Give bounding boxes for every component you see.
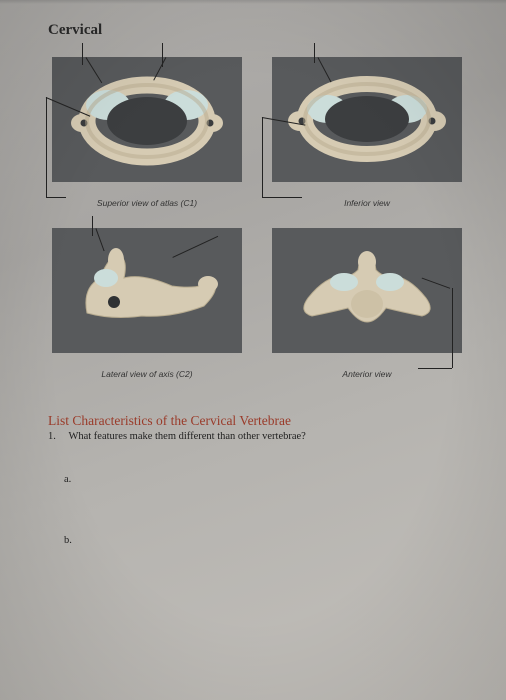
page-title: Cervical bbox=[48, 22, 466, 39]
bone-atlas-inferior-icon bbox=[272, 57, 462, 182]
figure-caption: Inferior view bbox=[344, 198, 390, 208]
top-shadow bbox=[0, 0, 506, 4]
figure-panel bbox=[272, 228, 462, 353]
question-text: What features make them different than o… bbox=[68, 431, 305, 442]
answer-a-label: a. bbox=[64, 474, 466, 485]
question-line: 1. What features make them different tha… bbox=[48, 431, 466, 442]
figure-top-left: Superior view of atlas (C1) bbox=[48, 57, 246, 220]
bone-axis-anterior-icon bbox=[272, 228, 462, 353]
leader-line bbox=[262, 117, 263, 197]
section-heading: List Characteristics of the Cervical Ver… bbox=[48, 413, 466, 429]
figure-caption: Anterior view bbox=[342, 369, 391, 379]
figure-panel bbox=[52, 57, 242, 182]
figure-grid: Superior view of atlas (C1) bbox=[48, 57, 466, 391]
figure-caption: Superior view of atlas (C1) bbox=[97, 198, 197, 208]
figure-caption: Lateral view of axis (C2) bbox=[101, 369, 192, 379]
leader-line bbox=[46, 97, 47, 197]
figure-bottom-left: Lateral view of axis (C2) bbox=[48, 228, 246, 391]
leader-line bbox=[92, 216, 93, 236]
worksheet-page: Cervical bbox=[0, 0, 506, 700]
leader-line bbox=[314, 43, 315, 63]
leader-line bbox=[262, 197, 302, 198]
leader-line bbox=[46, 197, 66, 198]
answer-b-label: b. bbox=[64, 535, 466, 546]
figure-top-right: Inferior view bbox=[268, 57, 466, 220]
bone-axis-lateral-icon bbox=[52, 228, 242, 353]
leader-line bbox=[418, 368, 452, 369]
figure-panel bbox=[52, 228, 242, 353]
leader-line bbox=[82, 43, 83, 65]
question-number: 1. bbox=[48, 431, 66, 442]
figure-bottom-right: Anterior view bbox=[268, 228, 466, 391]
figure-panel bbox=[272, 57, 462, 182]
bone-atlas-superior-icon bbox=[52, 57, 242, 182]
leader-line bbox=[452, 288, 453, 368]
